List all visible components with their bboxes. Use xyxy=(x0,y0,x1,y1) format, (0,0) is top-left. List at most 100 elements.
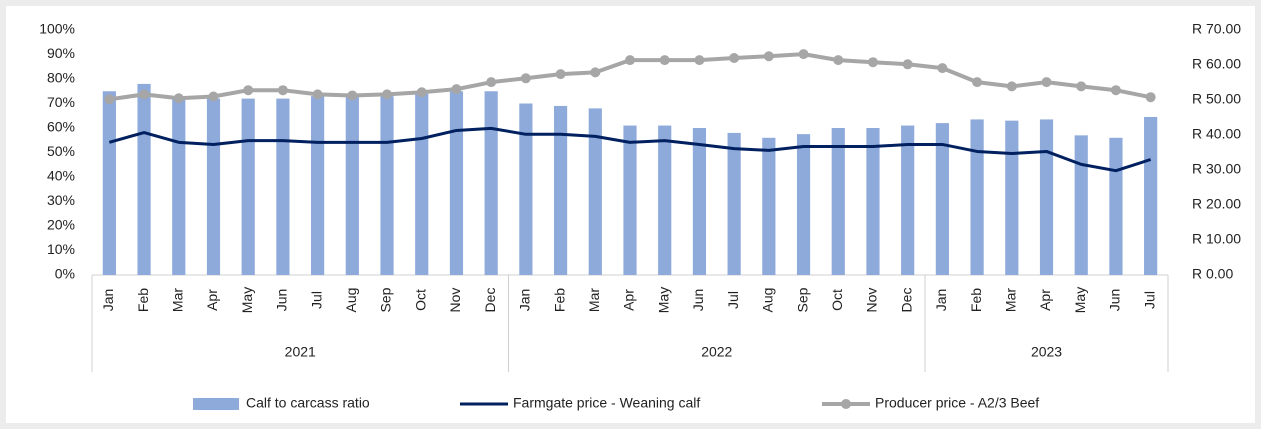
y2-tick-label: R 50.00 xyxy=(1192,91,1241,107)
bar xyxy=(484,91,498,275)
marker xyxy=(277,85,288,96)
y2-tick-label: R 30.00 xyxy=(1192,161,1241,177)
marker xyxy=(659,55,670,66)
marker xyxy=(555,69,566,80)
x-tick-label: May xyxy=(655,287,671,313)
marker xyxy=(625,55,635,66)
bar xyxy=(970,119,984,275)
marker xyxy=(798,49,809,60)
x-tick-label: Jan xyxy=(100,289,116,312)
y-tick-label: 100% xyxy=(39,21,75,37)
y-tick-label: 60% xyxy=(47,119,75,135)
bar xyxy=(1074,135,1088,275)
bar xyxy=(241,98,255,275)
y-tick-label: 70% xyxy=(47,94,75,110)
y2-tick-label: R 0.00 xyxy=(1192,266,1233,282)
marker xyxy=(590,67,601,78)
y-tick-label: 30% xyxy=(47,192,75,208)
bar xyxy=(1005,120,1019,276)
x-group-label: 2021 xyxy=(285,344,316,360)
marker xyxy=(902,59,913,70)
marker xyxy=(1076,81,1087,92)
marker xyxy=(382,89,393,100)
bar xyxy=(796,134,811,275)
x-tick-label: Oct xyxy=(412,289,428,311)
x-tick-label: Nov xyxy=(864,288,880,313)
x-tick-label: Jun xyxy=(1107,289,1123,312)
y2-tick-label: R 10.00 xyxy=(1192,231,1241,247)
x-tick-label: Mar xyxy=(586,288,602,312)
bar xyxy=(345,96,359,276)
bar xyxy=(449,91,464,275)
bar xyxy=(415,93,429,275)
marker xyxy=(208,91,219,102)
bar xyxy=(866,128,880,275)
bar xyxy=(206,98,221,275)
marker xyxy=(729,53,740,63)
marker xyxy=(243,85,254,96)
x-tick-label: Dec xyxy=(482,288,498,313)
marker xyxy=(1110,85,1121,96)
x-tick-label: Feb xyxy=(968,288,984,312)
legend-swatch xyxy=(193,398,239,410)
bar xyxy=(762,137,776,275)
x-tick-label: Jan xyxy=(517,289,533,312)
marker xyxy=(1041,77,1052,88)
marker xyxy=(867,57,878,68)
marker xyxy=(347,90,358,101)
x-tick-label: Jan xyxy=(933,289,949,312)
y-tick-label: 0% xyxy=(55,266,75,282)
x-group-label: 2023 xyxy=(1031,344,1062,360)
bar xyxy=(1109,137,1123,275)
x-tick-label: Feb xyxy=(135,288,151,312)
bar xyxy=(1039,119,1054,275)
bar xyxy=(727,132,741,275)
marker xyxy=(139,89,150,100)
x-tick-label: Apr xyxy=(621,289,637,311)
legend-marker xyxy=(841,399,851,409)
marker xyxy=(104,94,115,105)
bar xyxy=(276,98,290,275)
y2-tick-label: R 60.00 xyxy=(1192,56,1241,72)
bar xyxy=(901,125,915,275)
x-tick-label: May xyxy=(1072,287,1088,313)
x-tick-label: Mar xyxy=(1003,288,1019,312)
x-tick-label: Dec xyxy=(898,288,914,313)
marker xyxy=(1145,92,1156,103)
y-tick-label: 20% xyxy=(47,217,75,233)
x-tick-label: Aug xyxy=(343,288,359,313)
line xyxy=(108,126,1152,173)
x-tick-label: Feb xyxy=(551,288,567,312)
y2-tick-label: R 70.00 xyxy=(1192,21,1241,37)
y-tick-label: 80% xyxy=(47,70,75,86)
marker xyxy=(312,89,323,100)
bar xyxy=(137,83,151,276)
y-tick-label: 10% xyxy=(47,241,75,257)
bar xyxy=(380,96,394,276)
marker xyxy=(486,77,497,88)
bar xyxy=(1144,116,1158,275)
bar xyxy=(658,125,672,275)
marker xyxy=(416,87,427,98)
bar xyxy=(692,128,707,275)
bar xyxy=(102,91,116,275)
x-tick-label: May xyxy=(239,287,255,313)
y-tick-label: 50% xyxy=(47,143,75,159)
x-tick-label: Apr xyxy=(1037,289,1053,311)
x-tick-label: Mar xyxy=(169,288,185,312)
x-tick-label: Aug xyxy=(760,288,776,313)
x-tick-label: Jun xyxy=(690,289,706,312)
x-tick-label: Sep xyxy=(378,287,394,312)
y2-tick-label: R 40.00 xyxy=(1192,126,1241,142)
x-tick-label: Jul xyxy=(308,291,324,309)
x-group-label: 2022 xyxy=(701,344,732,360)
marker xyxy=(694,55,705,66)
x-tick-label: Jun xyxy=(274,289,290,312)
x-tick-label: Apr xyxy=(204,289,220,311)
legend-label: Producer price - A2/3 Beef xyxy=(875,395,1039,411)
x-tick-label: Sep xyxy=(794,287,810,312)
marker xyxy=(1006,81,1017,92)
marker xyxy=(833,55,844,66)
